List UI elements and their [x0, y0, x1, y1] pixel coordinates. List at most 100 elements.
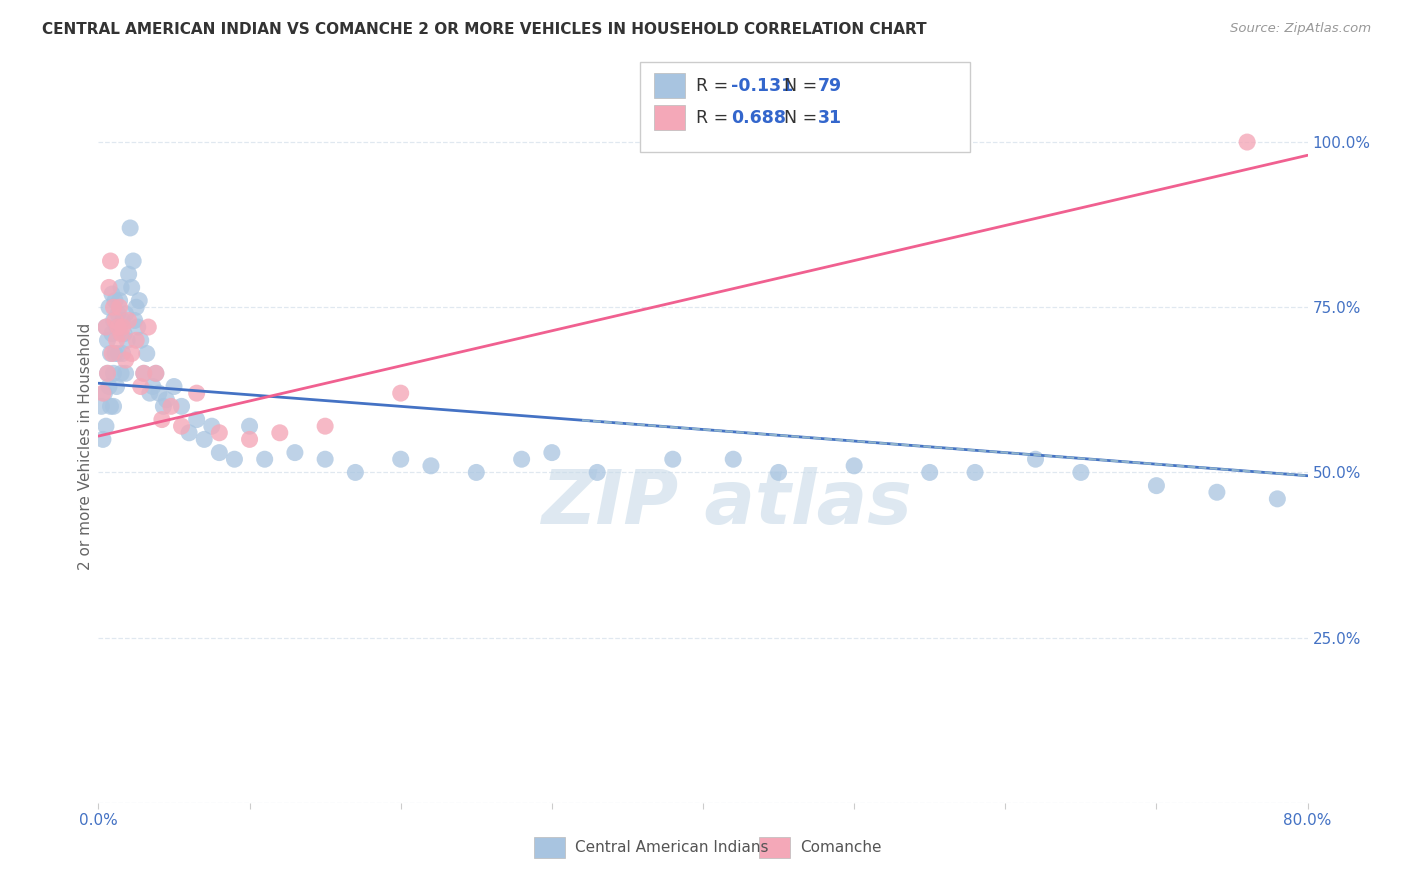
Point: [114, 307, 136, 321]
Point: [112, 326, 135, 341]
Point: [420, 458, 443, 473]
Point: [108, 293, 131, 308]
Point: [115, 333, 138, 347]
Point: [186, 412, 208, 426]
Text: Central American Indians: Central American Indians: [575, 840, 769, 855]
Point: [108, 300, 131, 314]
Point: [142, 379, 165, 393]
Point: [100, 400, 122, 414]
Point: [145, 367, 167, 381]
Point: [110, 280, 132, 294]
Point: [101, 287, 124, 301]
Point: [98, 300, 121, 314]
Point: [201, 419, 224, 434]
Point: [100, 254, 122, 268]
Point: [465, 466, 488, 480]
Point: [132, 367, 155, 381]
Point: [111, 320, 134, 334]
Point: [844, 458, 866, 473]
Point: [105, 379, 128, 393]
Point: [90, 400, 112, 414]
Point: [135, 346, 157, 360]
Point: [91, 433, 114, 447]
Point: [98, 280, 121, 294]
Point: [253, 452, 276, 467]
Point: [918, 466, 941, 480]
Text: Source: ZipAtlas.com: Source: ZipAtlas.com: [1230, 22, 1371, 36]
Point: [1236, 135, 1258, 149]
Text: R =: R =: [696, 109, 734, 127]
Point: [145, 367, 167, 381]
Point: [104, 313, 127, 327]
Point: [1144, 478, 1167, 492]
Point: [94, 320, 117, 334]
Point: [139, 386, 162, 401]
Point: [1267, 491, 1289, 506]
Point: [104, 293, 127, 308]
Point: [389, 386, 412, 401]
Point: [132, 367, 155, 381]
Point: [96, 367, 118, 381]
Text: 0.688: 0.688: [731, 109, 786, 127]
Point: [1024, 452, 1046, 467]
Point: [101, 326, 124, 341]
Point: [314, 419, 336, 434]
Point: [122, 254, 145, 268]
Text: Comanche: Comanche: [800, 840, 882, 855]
Point: [91, 386, 114, 401]
Point: [103, 367, 125, 381]
Point: [540, 445, 562, 459]
Text: CENTRAL AMERICAN INDIAN VS COMANCHE 2 OR MORE VEHICLES IN HOUSEHOLD CORRELATION : CENTRAL AMERICAN INDIAN VS COMANCHE 2 OR…: [42, 22, 927, 37]
Point: [96, 367, 118, 381]
Point: [96, 333, 118, 347]
Point: [723, 452, 745, 467]
Point: [100, 346, 122, 360]
Point: [114, 353, 136, 368]
Text: ZIP atlas: ZIP atlas: [541, 467, 912, 540]
Point: [125, 300, 148, 314]
Point: [160, 400, 183, 414]
Point: [107, 307, 129, 321]
Point: [111, 346, 134, 360]
Point: [114, 367, 136, 381]
Point: [163, 379, 186, 393]
Point: [170, 419, 193, 434]
Point: [129, 333, 152, 347]
Point: [107, 320, 129, 334]
Point: [120, 221, 142, 235]
Text: 79: 79: [818, 77, 842, 95]
Point: [103, 400, 125, 414]
Point: [104, 346, 127, 360]
Point: [121, 280, 143, 294]
Point: [107, 346, 129, 360]
Text: -0.131: -0.131: [731, 77, 793, 95]
Point: [101, 346, 124, 360]
Point: [344, 466, 367, 480]
Point: [661, 452, 683, 467]
Point: [111, 313, 134, 327]
Point: [148, 386, 170, 401]
Point: [103, 300, 125, 314]
Point: [224, 452, 246, 467]
Text: N =: N =: [773, 109, 823, 127]
Point: [124, 313, 146, 327]
Point: [208, 425, 231, 440]
Point: [389, 452, 412, 467]
Point: [314, 452, 336, 467]
Point: [118, 313, 141, 327]
Point: [103, 313, 125, 327]
Point: [179, 425, 201, 440]
Point: [186, 386, 208, 401]
Point: [118, 267, 141, 281]
Point: [269, 425, 291, 440]
Point: [98, 379, 121, 393]
Point: [127, 320, 149, 334]
Text: R =: R =: [696, 77, 734, 95]
Text: 31: 31: [818, 109, 842, 127]
Point: [93, 386, 115, 401]
Point: [128, 293, 150, 308]
Point: [121, 346, 143, 360]
Point: [208, 445, 231, 459]
Point: [94, 320, 117, 334]
Point: [1206, 485, 1229, 500]
